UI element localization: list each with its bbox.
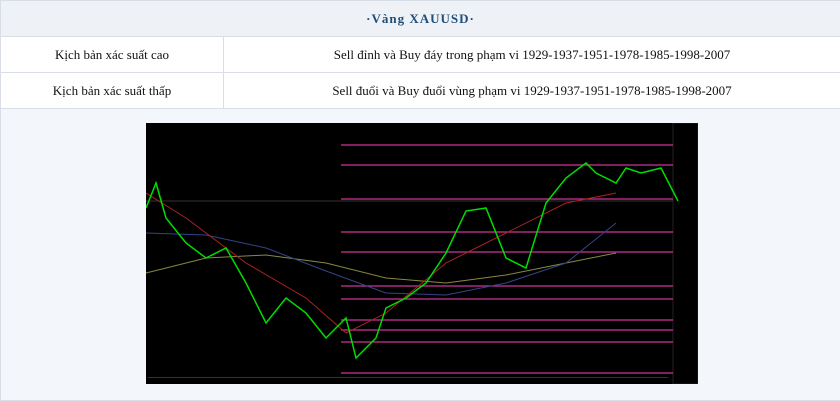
table-row: Kịch bản xác suất cao Sell đỉnh và Buy đ…: [0, 36, 840, 72]
table-row: Kịch bản xác suất thấp Sell đuổi và Buy …: [0, 72, 840, 108]
cell: Sell đỉnh và Buy đáy trong phạm vi 1929-…: [333, 46, 731, 62]
cell: Kịch bản xác suất thấp: [1, 73, 224, 108]
cell: Kịch bản xác suất cao: [1, 37, 224, 72]
chart-image-cell: [0, 108, 840, 401]
price-chart-screenshot: [146, 123, 698, 384]
table-title: ·Vàng XAUUSD·: [0, 0, 840, 36]
cell: Sell đuổi và Buy đuổi vùng phạm vi 1929-…: [332, 82, 732, 98]
